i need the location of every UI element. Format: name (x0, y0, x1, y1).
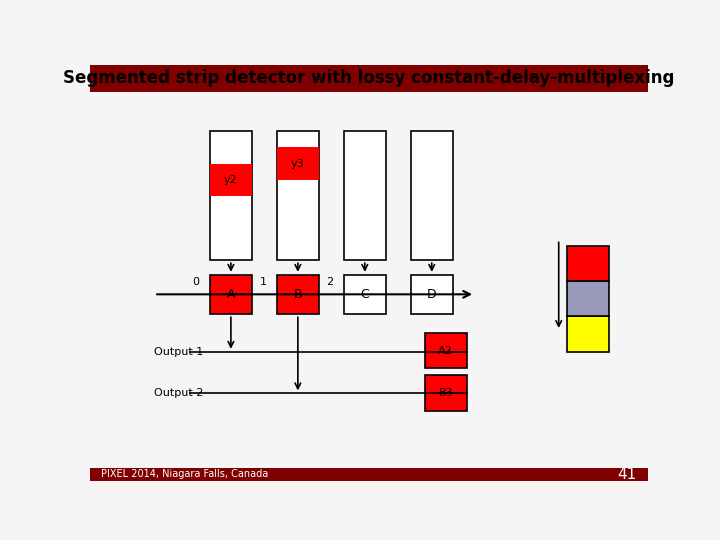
Bar (90, 468, 648, 481)
Text: A: A (227, 288, 235, 301)
Text: y2: y2 (224, 176, 238, 185)
Bar (277, 147, 319, 180)
Text: 1: 1 (259, 277, 266, 287)
Bar (277, 275, 319, 314)
Bar (210, 164, 252, 197)
Text: Output 1: Output 1 (154, 347, 204, 357)
Text: C: C (361, 288, 369, 301)
Text: Output 2: Output 2 (154, 388, 204, 399)
Bar (344, 275, 386, 314)
Bar (411, 131, 453, 260)
Bar (425, 333, 467, 368)
Text: B: B (294, 288, 302, 301)
Text: D: D (427, 288, 436, 301)
Text: 0: 0 (192, 277, 199, 287)
Bar (567, 316, 609, 352)
Text: PIXEL 2014, Niagara Falls, Canada: PIXEL 2014, Niagara Falls, Canada (101, 469, 269, 480)
Bar (567, 281, 609, 316)
Text: B3: B3 (438, 388, 453, 398)
Text: A2: A2 (438, 346, 453, 356)
Bar (567, 246, 609, 281)
Bar (277, 131, 319, 260)
Bar (411, 275, 453, 314)
Text: y3: y3 (291, 159, 305, 168)
Bar (344, 131, 386, 260)
Bar (90, 65, 648, 92)
Text: Segmented strip detector with lossy constant-delay-multiplexing: Segmented strip detector with lossy cons… (63, 69, 675, 87)
Bar (210, 275, 252, 314)
Text: 41: 41 (618, 467, 637, 482)
Bar (425, 375, 467, 411)
Bar (210, 131, 252, 260)
Text: 2: 2 (326, 277, 333, 287)
